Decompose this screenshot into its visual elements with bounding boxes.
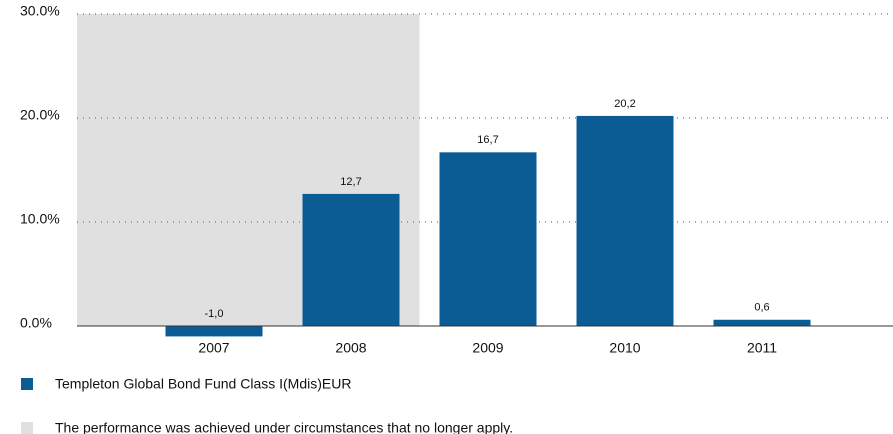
x-tick-label: 2010	[609, 340, 640, 356]
legend-swatch	[21, 422, 33, 434]
x-tick-label: 2008	[335, 340, 366, 356]
value-label: 20,2	[614, 98, 635, 110]
bar	[439, 152, 537, 326]
x-tick-label: 2007	[198, 340, 229, 356]
bar	[713, 319, 811, 326]
legend-swatch	[21, 378, 33, 390]
bar	[165, 326, 263, 337]
y-tick-label: 0.0%	[20, 315, 52, 331]
x-tick-label: 2009	[472, 340, 503, 356]
value-label: 12,7	[340, 176, 361, 188]
bar	[576, 115, 674, 326]
y-tick-label: 30.0%	[20, 3, 60, 19]
legend-label: Templeton Global Bond Fund Class I(Mdis)…	[55, 376, 351, 392]
y-tick-label: 20.0%	[20, 107, 60, 123]
bar	[302, 193, 400, 326]
value-label: -1,0	[205, 308, 224, 320]
x-tick-label: 2011	[747, 340, 777, 356]
y-tick-label: 10.0%	[20, 211, 60, 227]
legend-label: The performance was achieved under circu…	[55, 420, 513, 434]
value-label: 16,7	[477, 134, 498, 146]
value-label: 0,6	[754, 302, 769, 314]
